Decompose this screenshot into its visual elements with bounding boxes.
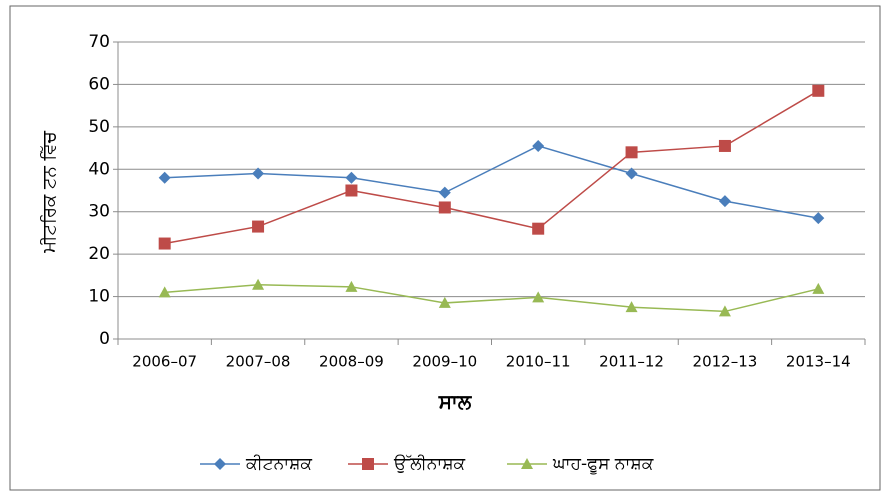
x-tick-label: 2006–07 xyxy=(132,353,197,371)
point xyxy=(438,201,451,214)
point xyxy=(812,84,825,97)
point xyxy=(532,222,545,235)
point xyxy=(438,296,451,308)
point xyxy=(214,458,226,470)
point xyxy=(345,280,358,292)
point xyxy=(812,282,825,294)
series-line xyxy=(164,283,819,313)
point xyxy=(438,186,451,199)
x-tick-label: 2013–14 xyxy=(786,353,851,371)
x-tick-label: 2012–13 xyxy=(693,353,758,371)
point xyxy=(625,146,638,159)
series-line xyxy=(164,145,819,219)
point xyxy=(718,305,731,317)
legend-label: ਘਾਹ-ਫੂਸ ਨਾਸ਼ਕ xyxy=(552,454,654,474)
legend-item: ਘਾਹ-ਫੂਸ ਨਾਸ਼ਕ xyxy=(507,454,654,474)
y-axis-label: ਮੀਟਰਿਕ ਟਨ ਵਿੱਚ xyxy=(39,130,60,253)
point xyxy=(345,171,358,184)
legend-label: ਕੀਟਨਾਸ਼ਕ xyxy=(245,454,312,474)
point xyxy=(532,291,545,303)
x-tick-label: 2011–12 xyxy=(599,353,664,371)
x-tick-label: 2010–11 xyxy=(506,353,571,371)
y-tick-label: 50 xyxy=(88,117,110,137)
point xyxy=(362,458,374,470)
x-tick-label: 2007–08 xyxy=(226,353,291,371)
point xyxy=(718,195,731,208)
point xyxy=(532,139,545,152)
point xyxy=(252,220,265,233)
y-tick-label: 10 xyxy=(88,287,110,307)
series-line xyxy=(164,90,819,245)
point xyxy=(345,184,358,197)
point xyxy=(158,171,171,184)
point xyxy=(718,139,731,152)
point xyxy=(812,212,825,225)
x-axis-label: ਸਾਲ xyxy=(438,390,473,414)
point xyxy=(252,167,265,180)
y-tick-label: 60 xyxy=(88,74,110,94)
chart-frame xyxy=(9,5,881,491)
y-tick-label: 70 xyxy=(88,32,110,52)
y-tick-label: 20 xyxy=(88,244,110,264)
legend-item: ਕੀਟਨਾਸ਼ਕ xyxy=(200,454,312,474)
point xyxy=(158,286,171,298)
point xyxy=(158,237,171,250)
point xyxy=(521,458,533,469)
x-tick-label: 2008–09 xyxy=(319,353,384,371)
y-tick-label: 30 xyxy=(88,202,110,222)
point xyxy=(252,278,265,290)
x-tick-label: 2009–10 xyxy=(412,353,477,371)
point xyxy=(625,167,638,180)
legend-item: ਉੱਲੀਨਾਸ਼ਕ xyxy=(348,454,466,474)
y-tick-label: 40 xyxy=(88,159,110,179)
point xyxy=(625,301,638,313)
y-tick-label: 0 xyxy=(99,329,110,349)
legend-label: ਉੱਲੀਨਾਸ਼ਕ xyxy=(393,454,466,474)
